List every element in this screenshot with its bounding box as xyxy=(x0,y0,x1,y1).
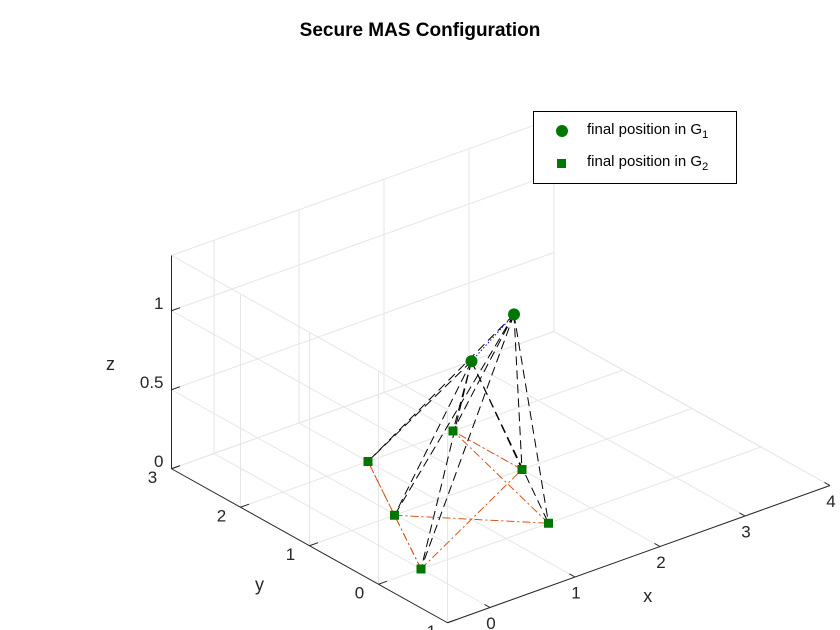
g2-edge xyxy=(452,430,523,470)
y-tick-label: 2 xyxy=(217,507,226,526)
z-tick xyxy=(171,386,181,391)
g2-point xyxy=(390,510,399,520)
y-tick-label: -1 xyxy=(421,622,436,630)
x-axis-label: x xyxy=(643,586,652,606)
link-edge xyxy=(513,314,523,470)
y-tick-label: 0 xyxy=(355,584,364,603)
g2-point xyxy=(363,457,373,466)
legend-label-g2: final position in G xyxy=(587,153,703,170)
g2-edge xyxy=(452,430,549,524)
link-edge xyxy=(420,314,515,570)
y-tick-label: 3 xyxy=(148,468,157,487)
link-edge xyxy=(420,361,472,570)
link-edge xyxy=(394,314,515,516)
z-tick-label: 0 xyxy=(154,452,163,471)
floor-edge-line xyxy=(553,331,831,486)
marker-layer xyxy=(363,308,553,574)
y-tick xyxy=(447,619,457,624)
legend-square-marker xyxy=(557,159,566,168)
side-grid-line xyxy=(171,389,448,545)
x-tick-label: 3 xyxy=(741,522,750,541)
g2-edge xyxy=(394,514,549,524)
y-tick-label: 1 xyxy=(286,545,295,564)
g2-point xyxy=(416,564,426,574)
legend-item-g2: final position in G2 xyxy=(534,152,736,174)
g2-point xyxy=(544,518,553,528)
y-tick xyxy=(309,542,319,547)
back-grid-line xyxy=(171,173,555,312)
legend-label-g1: final position in G xyxy=(587,121,703,138)
x-tick xyxy=(654,542,661,547)
z-axis-label: z xyxy=(106,354,115,374)
side-edge-line xyxy=(171,255,448,410)
side-grid-line xyxy=(171,310,448,466)
legend-item-g1: final position in G1 xyxy=(534,120,736,142)
g2-point xyxy=(517,465,527,474)
link-edge xyxy=(367,314,515,462)
y-tick xyxy=(378,580,388,585)
edge-layer xyxy=(367,314,549,570)
floor-grid-line xyxy=(240,369,624,508)
g2-point xyxy=(448,426,458,436)
x-tick xyxy=(484,603,491,608)
z-tick xyxy=(171,465,181,470)
x-tick xyxy=(739,512,746,517)
g1-edge xyxy=(471,314,515,362)
link-edge xyxy=(471,361,549,524)
x-tick xyxy=(569,573,576,578)
back-edge-line xyxy=(171,117,555,256)
z-tick-label: 0.5 xyxy=(140,373,164,392)
link-edge xyxy=(452,314,515,432)
legend-subscript-g2: 2 xyxy=(702,161,709,173)
x-tick xyxy=(824,481,831,486)
link-edge xyxy=(452,361,472,432)
g2-edge xyxy=(420,469,523,570)
back-grid-line xyxy=(171,331,555,470)
g1-point xyxy=(465,355,478,368)
g2-edge xyxy=(367,461,395,516)
floor-grid-line xyxy=(378,446,762,585)
x-axis-line xyxy=(447,485,831,624)
z-tick-label: 1 xyxy=(154,294,163,313)
x-tick-label: 4 xyxy=(826,492,835,511)
legend: final position in G1 final position in G… xyxy=(533,111,737,184)
grid-layer xyxy=(171,117,831,624)
x-tick-label: 0 xyxy=(486,614,495,630)
z-tick xyxy=(171,307,181,312)
y-tick xyxy=(240,503,250,508)
legend-subscript-g1: 1 xyxy=(702,129,709,141)
g1-point xyxy=(508,308,520,321)
chart-title: Secure MAS Configuration xyxy=(299,20,541,41)
x-tick-label: 2 xyxy=(656,553,665,572)
y-axis-label: y xyxy=(255,575,264,595)
legend-circle-marker xyxy=(556,125,568,137)
axis-layer xyxy=(171,255,831,624)
link-edge xyxy=(513,314,549,524)
back-grid-line xyxy=(171,252,555,391)
link-edge xyxy=(394,361,472,516)
x-tick-label: 1 xyxy=(571,583,580,602)
